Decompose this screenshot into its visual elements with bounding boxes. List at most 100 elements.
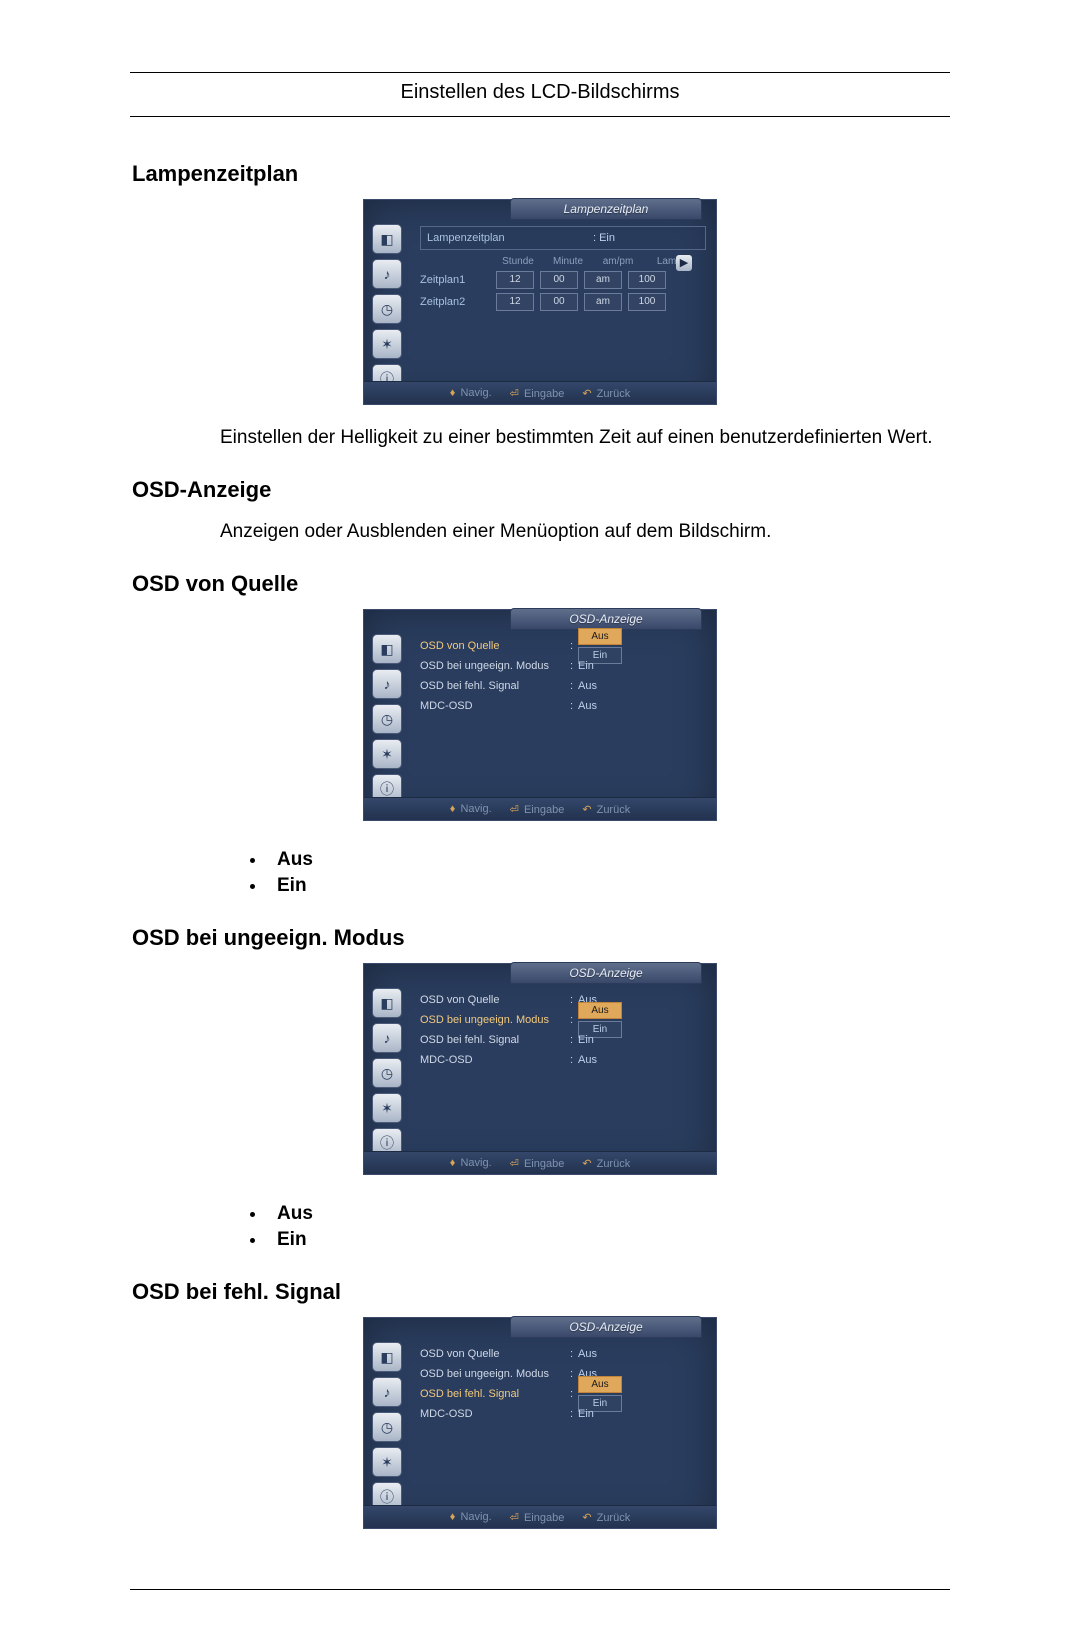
timer-icon[interactable]: ◷ [372,704,402,734]
osd-row[interactable]: OSD bei ungeeign. Modus:Ein [420,656,706,676]
minute-cell[interactable]: 00 [540,271,578,289]
lamp-cell[interactable]: 100 [628,271,666,289]
panel-footer: ♦ Navig. ⏎ Eingabe ↶ Zurück [364,797,716,820]
settings-icon[interactable]: ✶ [372,1093,402,1123]
sound-icon[interactable]: ♪ [372,1377,402,1407]
timer-icon[interactable]: ◷ [372,294,402,324]
row-label: OSD von Quelle [420,994,570,1006]
lamp-cell[interactable]: 100 [628,293,666,311]
panel-title: OSD-Anzeige [510,608,702,630]
row-value: AusEin [578,1002,622,1038]
osd-row[interactable]: OSD von Quelle:Aus [420,990,706,1010]
row-value: Aus [578,700,597,712]
osd-row[interactable]: OSD von Quelle:AusEin [420,636,706,656]
schedule-row-1[interactable]: Zeitplan1 12 00 am 100 [420,271,706,289]
settings-icon[interactable]: ✶ [372,739,402,769]
row-label: OSD bei fehl. Signal [420,680,570,692]
colon: : [570,1388,578,1400]
row-value: AusEin [578,628,622,664]
row-value: Aus [578,1348,597,1360]
colon: : [570,1368,578,1380]
picture-icon[interactable]: ◧ [372,1342,402,1372]
panel-osd-von-quelle: OSD-Anzeige ◧ ♪ ◷ ✶ ⓘ OSD von Quelle:Aus… [363,609,717,821]
hour-cell[interactable]: 12 [496,293,534,311]
nav-icon: ♦ [450,1157,456,1169]
schedule-row-2[interactable]: Zeitplan2 12 00 am 100 [420,293,706,311]
heading-osd-ungeeign: OSD bei ungeeign. Modus [132,925,1080,951]
ampm-cell[interactable]: am [584,271,622,289]
row-label: Zeitplan2 [420,296,490,308]
osd-row[interactable]: MDC-OSD:Aus [420,1050,706,1070]
osd-row[interactable]: OSD bei fehl. Signal:Ein [420,1030,706,1050]
row-label: OSD bei ungeeign. Modus [420,660,570,672]
sound-icon[interactable]: ♪ [372,259,402,289]
colon: : [570,1408,578,1420]
panel-footer: ♦ Navig. ⏎ Eingabe ↶ Zurück [364,381,716,404]
back-icon: ↶ [582,1158,591,1170]
panel-sidebar: ◧ ♪ ◷ ✶ ⓘ [372,1342,402,1512]
sound-icon[interactable]: ♪ [372,1023,402,1053]
row-label: OSD bei ungeeign. Modus [420,1368,570,1380]
bullets-osd-von-quelle: Aus Ein [250,849,1080,897]
osd-row[interactable]: OSD bei ungeeign. Modus:AusEin [420,1010,706,1030]
minute-cell[interactable]: 00 [540,293,578,311]
enter-icon: ⏎ [510,804,519,816]
row-label: OSD von Quelle [420,1348,570,1360]
colon: : [570,994,578,1006]
enter-icon: ⏎ [510,1158,519,1170]
back-icon: ↶ [582,804,591,816]
colon: : [570,1034,578,1046]
row-value: Ein [578,1408,594,1420]
enter-icon: ⏎ [510,1512,519,1524]
picture-icon[interactable]: ◧ [372,634,402,664]
bullet-icon [250,1238,255,1243]
colon: : [570,1014,578,1026]
bullet-icon [250,1212,255,1217]
row-value: : Ein [593,232,615,244]
row-label: OSD bei ungeeign. Modus [420,1014,570,1026]
settings-icon[interactable]: ✶ [372,1447,402,1477]
colon: : [570,700,578,712]
hour-cell[interactable]: 12 [496,271,534,289]
timer-icon[interactable]: ◷ [372,1058,402,1088]
timer-icon[interactable]: ◷ [372,1412,402,1442]
desc-osd-anzeige: Anzeigen oder Ausblenden einer Menüoptio… [220,521,980,543]
osd-row[interactable]: MDC-OSD:Aus [420,696,706,716]
arrow-right-icon[interactable]: ▶ [676,255,692,271]
heading-osd-von-quelle: OSD von Quelle [132,571,1080,597]
panel-sidebar: ◧ ♪ ◷ ✶ ⓘ [372,988,402,1158]
panel-sidebar: ◧ ♪ ◷ ✶ ⓘ [372,224,402,394]
row-label: MDC-OSD [420,1054,570,1066]
schedule-columns: Stunde Minute am/pm Lam. [498,256,706,267]
colon: : [570,640,578,652]
row-value: AusEin [578,1376,622,1412]
picture-icon[interactable]: ◧ [372,224,402,254]
panel-footer: ♦ Navig. ⏎ Eingabe ↶ Zurück [364,1151,716,1174]
ampm-cell[interactable]: am [584,293,622,311]
osd-row[interactable]: OSD bei fehl. Signal:AusEin [420,1384,706,1404]
colon: : [570,660,578,672]
sound-icon[interactable]: ♪ [372,669,402,699]
panel-osd-ungeeign: OSD-Anzeige ◧ ♪ ◷ ✶ ⓘ OSD von Quelle:Aus… [363,963,717,1175]
osd-row[interactable]: MDC-OSD:Ein [420,1404,706,1424]
picture-icon[interactable]: ◧ [372,988,402,1018]
heading-osd-fehl: OSD bei fehl. Signal [132,1279,1080,1305]
page-header: Einstellen des LCD-Bildschirms [0,81,1080,104]
heading-lampenzeitplan: Lampenzeitplan [132,161,1080,187]
osd-row[interactable]: OSD bei ungeeign. Modus:Aus [420,1364,706,1384]
bullet-icon [250,858,255,863]
nav-icon: ♦ [450,803,456,815]
row-value: Aus [578,1054,597,1066]
desc-lampenzeitplan: Einstellen der Helligkeit zu einer besti… [220,427,980,449]
lampenzeitplan-toggle-row[interactable]: Lampenzeitplan : Ein [420,226,706,250]
colon: : [570,1054,578,1066]
nav-icon: ♦ [450,1511,456,1523]
settings-icon[interactable]: ✶ [372,329,402,359]
panel-lampenzeitplan: Lampenzeitplan ◧ ♪ ◷ ✶ ⓘ Lampenzeitplan … [363,199,717,405]
osd-row[interactable]: OSD bei fehl. Signal:Aus [420,676,706,696]
nav-icon: ♦ [450,387,456,399]
row-label: Zeitplan1 [420,274,490,286]
osd-row[interactable]: OSD von Quelle:Aus [420,1344,706,1364]
bullet-icon [250,884,255,889]
colon: : [570,680,578,692]
